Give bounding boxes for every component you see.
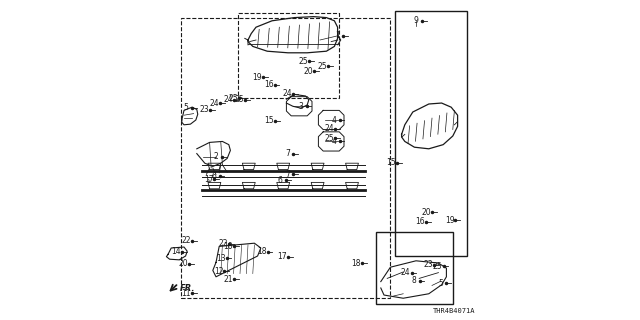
Text: 25: 25	[324, 134, 334, 143]
Text: 6: 6	[211, 172, 216, 180]
Text: 18: 18	[257, 247, 266, 256]
Text: 5: 5	[438, 279, 443, 288]
Bar	[239, 13, 339, 98]
Text: 3: 3	[298, 102, 303, 111]
Text: 16: 16	[415, 217, 425, 226]
Text: 12: 12	[214, 267, 223, 276]
Text: 15: 15	[386, 158, 396, 167]
Text: THR4B4071A: THR4B4071A	[433, 308, 475, 314]
Text: 20: 20	[422, 208, 431, 217]
Text: 24: 24	[282, 89, 292, 98]
Text: 6: 6	[278, 176, 282, 185]
Text: 4: 4	[332, 137, 336, 146]
Text: 16: 16	[264, 80, 274, 89]
Bar	[396, 11, 467, 256]
Text: 9: 9	[413, 16, 419, 25]
Text: 25: 25	[228, 94, 238, 103]
Text: 17: 17	[204, 175, 214, 184]
Text: 7: 7	[285, 170, 290, 179]
Text: 2: 2	[214, 152, 218, 161]
Text: 20: 20	[303, 67, 313, 76]
Text: 17: 17	[277, 252, 287, 261]
Bar	[376, 232, 453, 304]
Text: 5: 5	[184, 103, 189, 112]
Text: 19: 19	[252, 73, 262, 82]
Text: 8: 8	[412, 276, 416, 285]
Text: 14: 14	[171, 247, 181, 256]
Text: 15: 15	[264, 116, 275, 125]
Bar	[181, 18, 390, 298]
Text: FR.: FR.	[180, 284, 195, 293]
Text: 18: 18	[351, 259, 361, 268]
Text: 23: 23	[423, 260, 433, 269]
Text: 25: 25	[298, 57, 308, 66]
Text: 20: 20	[179, 260, 188, 268]
Text: 7: 7	[285, 149, 290, 158]
Text: 1: 1	[335, 31, 340, 40]
Text: 24: 24	[223, 95, 233, 104]
Text: 24: 24	[401, 268, 411, 277]
Text: 24: 24	[209, 99, 220, 108]
Text: 23: 23	[199, 105, 209, 114]
Text: 25: 25	[317, 62, 328, 71]
Text: 10: 10	[223, 242, 233, 251]
Text: 22: 22	[218, 239, 228, 248]
Text: 25: 25	[433, 262, 443, 271]
Text: 25: 25	[234, 95, 244, 104]
Text: 24: 24	[324, 124, 334, 133]
Text: 11: 11	[182, 289, 191, 298]
Text: 19: 19	[445, 216, 454, 225]
Text: 13: 13	[216, 254, 226, 263]
Text: 21: 21	[223, 275, 233, 284]
Text: 22: 22	[182, 236, 191, 245]
Text: 4: 4	[332, 116, 336, 125]
